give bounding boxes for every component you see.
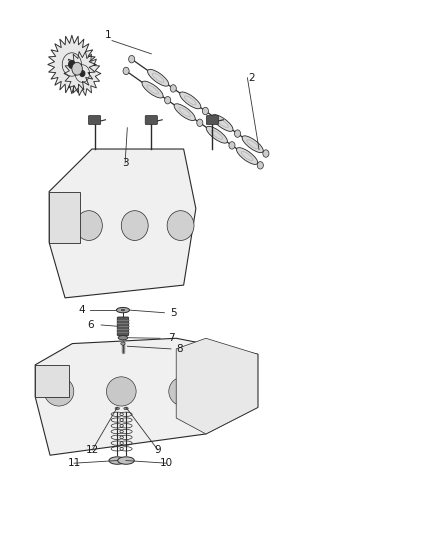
Circle shape bbox=[197, 119, 203, 126]
Circle shape bbox=[123, 67, 129, 75]
Polygon shape bbox=[49, 149, 196, 298]
Polygon shape bbox=[49, 191, 80, 243]
Circle shape bbox=[234, 130, 240, 138]
Ellipse shape bbox=[118, 457, 134, 464]
Ellipse shape bbox=[106, 377, 136, 406]
Circle shape bbox=[263, 150, 269, 157]
Text: 4: 4 bbox=[78, 305, 85, 315]
Ellipse shape bbox=[167, 211, 194, 240]
Circle shape bbox=[129, 55, 135, 63]
Polygon shape bbox=[64, 52, 101, 95]
Ellipse shape bbox=[169, 377, 198, 406]
FancyBboxPatch shape bbox=[117, 317, 129, 336]
Ellipse shape bbox=[44, 377, 74, 406]
Text: 7: 7 bbox=[168, 333, 174, 343]
Text: 2: 2 bbox=[248, 73, 255, 83]
Ellipse shape bbox=[118, 336, 128, 340]
Ellipse shape bbox=[115, 407, 120, 410]
Text: 3: 3 bbox=[122, 158, 128, 168]
Polygon shape bbox=[35, 365, 69, 397]
Circle shape bbox=[72, 62, 82, 75]
Ellipse shape bbox=[225, 377, 254, 406]
Ellipse shape bbox=[124, 407, 128, 410]
Ellipse shape bbox=[206, 126, 227, 143]
Ellipse shape bbox=[242, 136, 263, 152]
Circle shape bbox=[165, 96, 171, 104]
Ellipse shape bbox=[75, 211, 102, 240]
Ellipse shape bbox=[142, 81, 163, 98]
Polygon shape bbox=[35, 338, 258, 455]
Text: 11: 11 bbox=[67, 458, 81, 468]
Circle shape bbox=[202, 107, 208, 115]
Ellipse shape bbox=[148, 69, 169, 86]
FancyBboxPatch shape bbox=[206, 116, 219, 125]
Text: 1: 1 bbox=[104, 30, 111, 41]
Circle shape bbox=[80, 71, 85, 76]
Ellipse shape bbox=[117, 308, 130, 313]
Text: 8: 8 bbox=[177, 344, 183, 354]
Polygon shape bbox=[48, 35, 96, 94]
Text: 10: 10 bbox=[160, 458, 173, 468]
Circle shape bbox=[69, 61, 75, 68]
Circle shape bbox=[229, 142, 235, 149]
Circle shape bbox=[170, 85, 177, 92]
Ellipse shape bbox=[121, 342, 125, 345]
Text: 9: 9 bbox=[155, 445, 161, 455]
Text: 6: 6 bbox=[87, 320, 93, 330]
Text: 5: 5 bbox=[170, 308, 177, 318]
Ellipse shape bbox=[174, 104, 195, 120]
FancyBboxPatch shape bbox=[88, 116, 101, 125]
Ellipse shape bbox=[121, 211, 148, 240]
Circle shape bbox=[257, 161, 263, 169]
Ellipse shape bbox=[212, 115, 233, 131]
Text: 12: 12 bbox=[86, 445, 99, 455]
FancyBboxPatch shape bbox=[145, 116, 157, 125]
Ellipse shape bbox=[109, 457, 126, 464]
Ellipse shape bbox=[237, 148, 258, 164]
Ellipse shape bbox=[180, 92, 201, 109]
Ellipse shape bbox=[121, 309, 125, 311]
Polygon shape bbox=[176, 338, 258, 434]
